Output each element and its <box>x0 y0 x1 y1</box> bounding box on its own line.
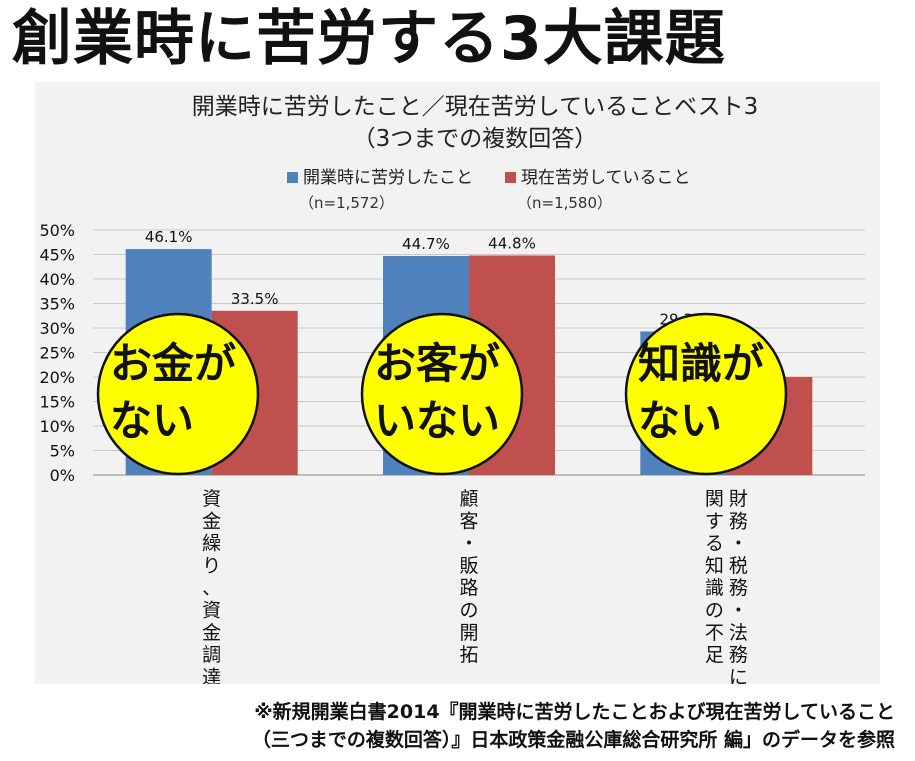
chart-title-line-1: 開業時に苦労したこと／現在苦労していることベスト3 <box>192 94 758 120</box>
x-category-label-char: 販 <box>459 555 478 577</box>
callout-text-3-1: 知識が <box>638 339 764 388</box>
legend-swatch-2 <box>505 172 516 183</box>
legend-label-2: 現在苦労していること <box>521 168 691 188</box>
x-category-label-char: 開 <box>459 622 478 644</box>
x-category-label-char: の <box>459 600 478 622</box>
x-category-label-char: 達 <box>202 666 221 684</box>
x-category-label-char: に <box>729 666 748 684</box>
x-category-label-char: 務 <box>729 644 748 666</box>
data-label: 46.1% <box>145 228 193 246</box>
y-tick-label: 50% <box>39 221 75 240</box>
x-category-label-char: 資 <box>202 488 221 510</box>
y-tick-label: 20% <box>39 368 75 387</box>
source-note-line-1: ※新規開業白書2014『開業時に苦労したことおよび現在苦労していること <box>254 701 895 723</box>
bar-chart: 開業時に苦労したこと／現在苦労していることベスト3 （3つまでの複数回答） 開業時に… <box>39 94 865 684</box>
data-label: 44.8% <box>488 234 536 252</box>
y-tick-label: 35% <box>39 295 75 314</box>
x-category-label-char: 財 <box>729 488 748 510</box>
source-note: ※新規開業白書2014『開業時に苦労したことおよび現在苦労していること （三つま… <box>0 698 895 754</box>
x-category-label-char: 金 <box>202 622 221 644</box>
x-category-label-char: 関 <box>705 488 724 510</box>
x-category-label-char: 足 <box>705 644 724 666</box>
x-category-label-char: す <box>705 510 724 532</box>
callout-text-1-1: お金が <box>110 339 236 388</box>
callout-bubble-3 <box>624 312 788 476</box>
y-tick-label: 30% <box>39 319 75 338</box>
y-tick-label: 40% <box>39 270 75 289</box>
y-tick-label: 10% <box>39 417 75 436</box>
x-category-label-char: 資 <box>202 600 221 622</box>
legend-n-2: （n=1,580） <box>517 194 612 212</box>
x-category-label-char: 金 <box>202 510 221 532</box>
x-category-label-char: る <box>705 533 724 555</box>
x-category-label-char: 務 <box>729 510 748 532</box>
chart-panel: 開業時に苦労したこと／現在苦労していることベスト3 （3つまでの複数回答） 開業時に… <box>35 82 880 684</box>
y-tick-label: 0% <box>50 466 75 485</box>
x-category-label-char: ・ <box>459 533 478 555</box>
callout-bubble-1 <box>96 312 260 476</box>
legend-label-1: 開業時に苦労したこと <box>303 168 473 188</box>
x-category-label-char: 調 <box>202 644 221 666</box>
legend-swatch-1 <box>287 172 298 183</box>
x-category-label-char: 税 <box>729 555 748 577</box>
x-category-label-char: 識 <box>705 577 724 599</box>
x-category-label-char: の <box>705 600 724 622</box>
x-category-label-char: 客 <box>459 510 478 532</box>
x-category-label-char: 法 <box>729 622 748 644</box>
headline: 創業時に苦労する3大課題 <box>12 4 726 74</box>
data-label: 33.5% <box>231 290 279 308</box>
x-category-label-char: 拓 <box>459 644 478 666</box>
x-category-label-char: 務 <box>729 577 748 599</box>
y-tick-label: 5% <box>50 442 75 461</box>
callout-text-3-2: ない <box>638 396 722 445</box>
x-category-label-char: ・ <box>729 533 748 555</box>
y-tick-label: 25% <box>39 344 75 363</box>
chart-title-line-2: （3つまでの複数回答） <box>353 126 598 152</box>
x-category-label-char: 、 <box>202 577 221 599</box>
x-category-label-char: 不 <box>705 622 724 644</box>
source-note-line-2: （三つまでの複数回答）』日本政策金融公庫総合研究所 編」のデータを参照 <box>251 729 895 751</box>
x-category-label-char: り <box>202 555 221 577</box>
x-category-label-char: 顧 <box>459 488 478 510</box>
callout-text-2-1: お客が <box>374 339 500 388</box>
x-category-label-char: ・ <box>729 600 748 622</box>
y-tick-label: 15% <box>39 393 75 412</box>
legend-n-1: （n=1,572） <box>299 194 394 212</box>
x-category-label-char: 路 <box>459 577 478 599</box>
callout-text-1-2: ない <box>110 396 194 445</box>
callout-text-2-2: いない <box>374 396 500 445</box>
y-tick-label: 45% <box>39 246 75 265</box>
callout-bubble-2 <box>360 312 524 476</box>
data-label: 44.7% <box>402 235 450 253</box>
x-category-label-char: 繰 <box>202 533 221 555</box>
x-category-label-char: 知 <box>705 555 724 577</box>
